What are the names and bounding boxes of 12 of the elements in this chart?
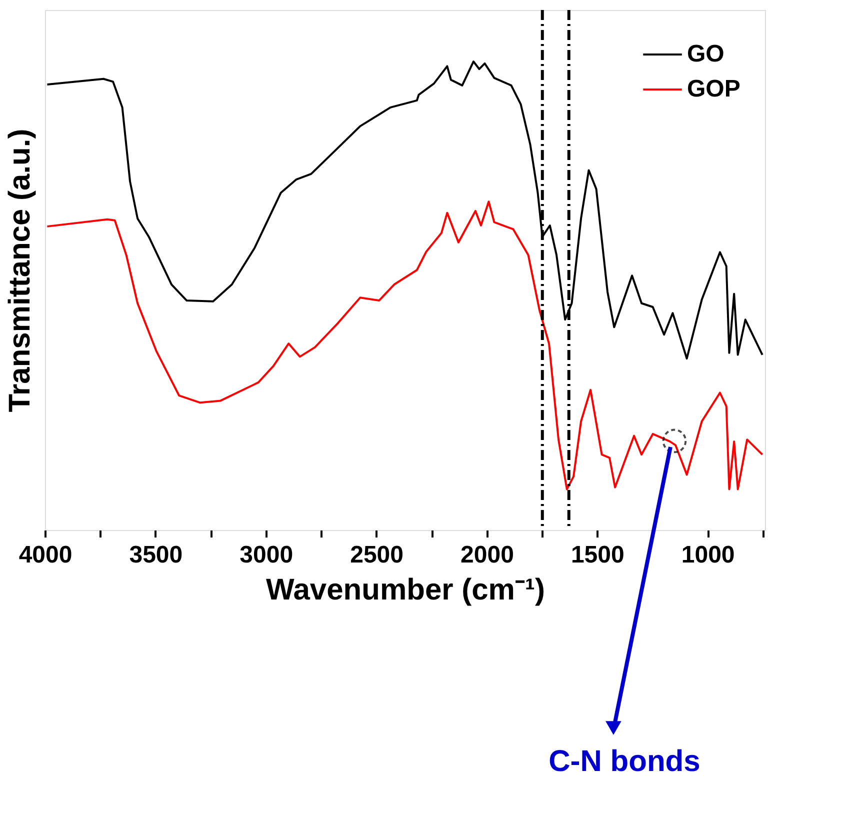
x-tick-label: 1000: [681, 542, 735, 568]
legend-label: GOP: [687, 76, 740, 102]
x-tick-label: 2500: [350, 542, 404, 568]
x-axis-title: Wavenumber (cm⁻¹): [266, 574, 545, 606]
x-tick-label: 4000: [18, 542, 72, 568]
annotation: C-N bonds: [548, 745, 700, 778]
x-tick-label: 1500: [570, 542, 624, 568]
y-axis-title: Transmittance (a.u.): [4, 128, 36, 412]
legend-label: GO: [687, 40, 724, 68]
x-tick-label: 3000: [240, 542, 294, 568]
x-tick-label: 3500: [129, 542, 183, 568]
x-tick-label: 2000: [460, 542, 514, 568]
